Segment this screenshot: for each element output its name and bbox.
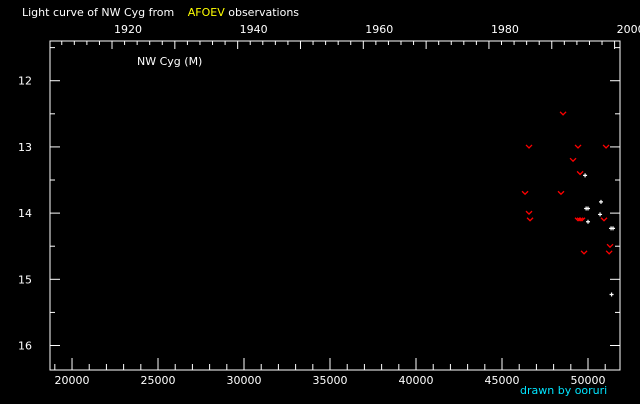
x-tick-label: 50000: [571, 374, 606, 387]
star-label: NW Cyg (M): [137, 55, 202, 68]
fainter-than-point: [525, 144, 533, 149]
x-tick-label: 30000: [227, 374, 262, 387]
top-tick-label: 2000: [617, 23, 640, 36]
y-tick-label: 12: [18, 75, 32, 88]
x-tick-label: 35000: [313, 374, 348, 387]
fainter-than-point: [605, 250, 613, 255]
y-tick-label: 13: [18, 141, 32, 154]
plot-frame: [49, 40, 621, 371]
x-tick-label: 45000: [485, 374, 520, 387]
top-tick-label: 1980: [491, 23, 519, 36]
y-tick-label: 16: [18, 340, 32, 353]
fainter-than-point: [576, 217, 584, 222]
credit-text: drawn by ooruri: [520, 384, 607, 397]
observation-point: [611, 226, 616, 231]
x-tick-label: 25000: [141, 374, 176, 387]
fainter-than-point: [557, 190, 565, 196]
observation-point: [609, 292, 614, 297]
top-tick-label: 1940: [240, 23, 268, 36]
fainter-than-point: [569, 157, 577, 163]
fainter-than-point: [600, 217, 608, 222]
observation-point: [598, 199, 603, 204]
fainter-than-point: [521, 190, 529, 196]
title-suffix: observations: [228, 6, 299, 19]
fainter-than-point: [525, 210, 533, 216]
y-tick-label: 14: [18, 207, 32, 220]
title-prefix: Light curve of NW Cyg from: [22, 6, 174, 19]
fainter-than-point: [559, 111, 567, 116]
observation-point: [598, 212, 603, 217]
top-tick-label: 1960: [365, 23, 393, 36]
observation-point: [586, 219, 591, 224]
x-tick-label: 20000: [55, 374, 90, 387]
top-tick-label: 1920: [114, 23, 142, 36]
fainter-than-point: [606, 243, 614, 249]
fainter-than-point: [578, 217, 586, 222]
observation-point: [583, 173, 588, 178]
title-source: AFOEV: [188, 6, 225, 19]
fainter-than-point: [574, 144, 582, 149]
fainter-than-point: [602, 144, 610, 149]
chart-title: Light curve of NW Cyg from AFOEV observa…: [22, 6, 299, 19]
y-tick-label: 15: [18, 273, 32, 286]
fainter-than-point: [580, 250, 588, 255]
fainter-than-point: [576, 170, 584, 176]
fainter-than-point: [526, 217, 534, 222]
x-tick-label: 40000: [399, 374, 434, 387]
observation-point: [586, 206, 591, 211]
